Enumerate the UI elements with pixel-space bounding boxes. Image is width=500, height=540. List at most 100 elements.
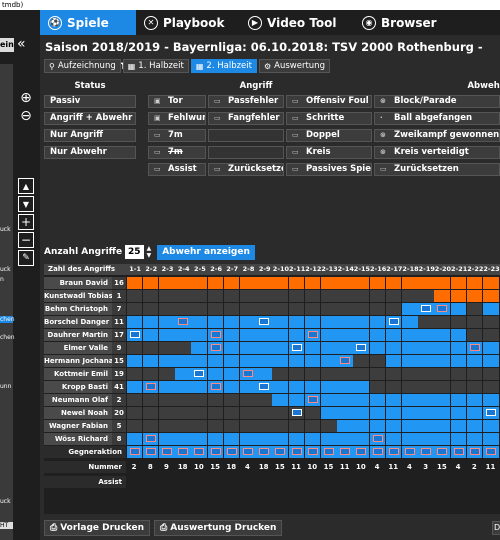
- grid-cell[interactable]: [369, 394, 386, 406]
- grid-cell[interactable]: [256, 342, 272, 354]
- grid-cell[interactable]: [418, 303, 434, 315]
- grid-cell[interactable]: [304, 420, 321, 432]
- attack-count-input[interactable]: 25: [125, 245, 144, 259]
- grid-cell[interactable]: [320, 433, 337, 445]
- grid-cell[interactable]: [126, 329, 143, 341]
- grid-cell[interactable]: [158, 342, 175, 354]
- grid-cell[interactable]: [353, 407, 369, 419]
- grid-cell[interactable]: [385, 303, 402, 315]
- grid-cell[interactable]: [191, 420, 207, 432]
- grid-cell[interactable]: [126, 420, 143, 432]
- grid-cell[interactable]: [369, 303, 386, 315]
- grid-cell[interactable]: [191, 433, 207, 445]
- grid-cell[interactable]: [175, 316, 191, 328]
- grid-cell[interactable]: [175, 368, 191, 380]
- grid-cell[interactable]: [466, 329, 483, 341]
- gegneraktion-cell[interactable]: [401, 446, 418, 458]
- grid-cell[interactable]: [126, 407, 143, 419]
- abwehr-block[interactable]: ⊗ Block/Parade: [374, 95, 500, 108]
- grid-cell[interactable]: [369, 342, 386, 354]
- grid-cell[interactable]: [418, 329, 434, 341]
- grid-cell[interactable]: [418, 433, 434, 445]
- player-name[interactable]: Braun David: [44, 277, 112, 289]
- grid-cell[interactable]: [272, 394, 288, 406]
- grid-cell[interactable]: [239, 355, 256, 367]
- grid-cell[interactable]: [369, 433, 386, 445]
- gegneraktion-cell[interactable]: [434, 446, 450, 458]
- grid-cell[interactable]: [239, 368, 256, 380]
- abwehr-kreis-verteidigt[interactable]: ⊗ Kreis verteidigt: [374, 146, 500, 159]
- status-nur-angriff[interactable]: Nur Angriff: [44, 129, 136, 142]
- grid-cell[interactable]: [126, 381, 143, 393]
- grid-cell[interactable]: [239, 342, 256, 354]
- grid-cell[interactable]: [418, 342, 434, 354]
- grid-cell[interactable]: [320, 355, 337, 367]
- grid-cell[interactable]: [320, 342, 337, 354]
- grid-cell[interactable]: [223, 290, 240, 302]
- grid-cell[interactable]: [337, 303, 353, 315]
- angriff-passfehler[interactable]: ▭ Passfehler: [208, 95, 284, 108]
- grid-cell[interactable]: [223, 277, 240, 289]
- grid-cell[interactable]: [418, 355, 434, 367]
- grid-cell[interactable]: [288, 316, 305, 328]
- grid-cell[interactable]: [223, 303, 240, 315]
- tab-spiele[interactable]: ⚽ Spiele: [40, 10, 136, 35]
- abwehr-zweikampf[interactable]: ⊗ Zweikampf gewonnen: [374, 129, 500, 142]
- grid-cell[interactable]: [369, 381, 386, 393]
- grid-cell[interactable]: [304, 407, 321, 419]
- grid-cell[interactable]: [142, 329, 159, 341]
- grid-cell[interactable]: [288, 394, 305, 406]
- grid-cell[interactable]: [288, 433, 305, 445]
- grid-cell[interactable]: [385, 433, 402, 445]
- grid-cell[interactable]: [466, 355, 483, 367]
- grid-cell[interactable]: [466, 316, 483, 328]
- player-name[interactable]: Wöss Richard: [44, 433, 112, 445]
- gegneraktion-cell[interactable]: [304, 446, 321, 458]
- grid-cell[interactable]: [175, 342, 191, 354]
- attack-count-spinner[interactable]: ▲ ▼: [147, 245, 152, 259]
- grid-cell[interactable]: [239, 433, 256, 445]
- grid-cell[interactable]: [304, 381, 321, 393]
- grid-cell[interactable]: [272, 355, 288, 367]
- grid-cell[interactable]: [126, 316, 143, 328]
- remove-button[interactable]: −: [18, 232, 34, 248]
- grid-cell[interactable]: [337, 329, 353, 341]
- grid-cell[interactable]: [450, 355, 467, 367]
- tab-video-tool[interactable]: ▶ Video Tool: [240, 10, 354, 35]
- player-name[interactable]: Hermann Jochanan: [44, 355, 112, 367]
- gegneraktion-cell[interactable]: [466, 446, 483, 458]
- grid-cell[interactable]: [369, 316, 386, 328]
- grid-cell[interactable]: [256, 316, 272, 328]
- gegneraktion-cell[interactable]: [207, 446, 224, 458]
- grid-cell[interactable]: [369, 407, 386, 419]
- grid-cell[interactable]: [223, 420, 240, 432]
- grid-cell[interactable]: [385, 355, 402, 367]
- grid-cell[interactable]: [466, 394, 483, 406]
- grid-cell[interactable]: [158, 277, 175, 289]
- grid-cell[interactable]: [434, 355, 450, 367]
- grid-cell[interactable]: [175, 329, 191, 341]
- grid-cell[interactable]: [175, 303, 191, 315]
- grid-cell[interactable]: [256, 290, 272, 302]
- grid-cell[interactable]: [207, 381, 224, 393]
- gegneraktion-cell[interactable]: [353, 446, 369, 458]
- subtab-2-halbzeit[interactable]: ▦ 2. Halbzeit: [190, 59, 257, 73]
- grid-cell[interactable]: [207, 277, 224, 289]
- grid-cell[interactable]: [466, 303, 483, 315]
- grid-cell[interactable]: [272, 407, 288, 419]
- arrow-up-button[interactable]: ▲: [18, 178, 34, 194]
- grid-cell[interactable]: [142, 277, 159, 289]
- grid-cell[interactable]: [142, 368, 159, 380]
- grid-cell[interactable]: [239, 303, 256, 315]
- grid-cell[interactable]: [175, 407, 191, 419]
- grid-cell[interactable]: [239, 290, 256, 302]
- grid-cell[interactable]: [482, 368, 499, 380]
- grid-cell[interactable]: [353, 381, 369, 393]
- abwehr-zuruecksetzen[interactable]: ▭ Zurücksetzen: [374, 163, 500, 176]
- angriff-passives-spiel[interactable]: ▭ Passives Spiel: [286, 163, 372, 176]
- grid-cell[interactable]: [482, 303, 499, 315]
- grid-cell[interactable]: [272, 342, 288, 354]
- zoom-in-icon[interactable]: ⊕: [20, 90, 32, 106]
- tab-playbook[interactable]: ✕ Playbook: [136, 10, 240, 35]
- player-name[interactable]: Kunstwadl Tobias: [44, 290, 112, 302]
